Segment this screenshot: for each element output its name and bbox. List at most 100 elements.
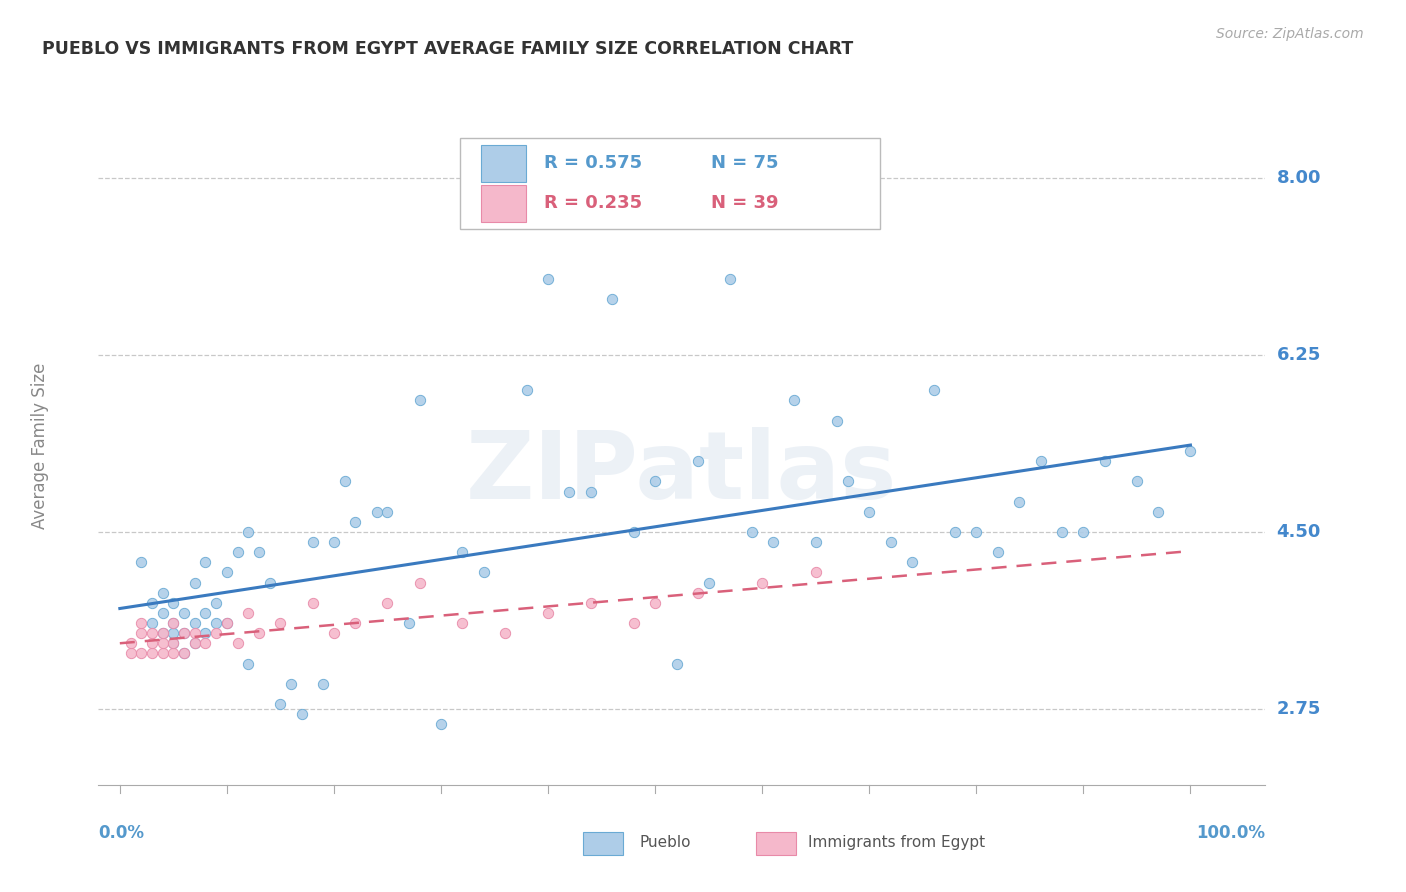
Point xyxy=(238,524,260,539)
Point xyxy=(205,596,228,610)
Point xyxy=(644,475,666,489)
Point xyxy=(804,535,827,549)
Text: N = 75: N = 75 xyxy=(711,154,779,172)
Point xyxy=(238,606,260,620)
Point xyxy=(783,393,806,408)
Point xyxy=(184,636,207,650)
Text: Immigrants from Egypt: Immigrants from Egypt xyxy=(808,836,986,850)
Point xyxy=(215,616,238,631)
Point xyxy=(152,636,174,650)
Point xyxy=(579,484,602,499)
FancyBboxPatch shape xyxy=(460,137,880,229)
Point xyxy=(697,575,720,590)
Point xyxy=(259,575,281,590)
Point xyxy=(141,647,163,661)
Point xyxy=(162,596,184,610)
Point xyxy=(141,616,163,631)
Point xyxy=(1008,494,1031,508)
Point xyxy=(686,585,709,599)
Point xyxy=(162,616,184,631)
Bar xyxy=(481,185,526,222)
Point xyxy=(537,272,560,286)
Point xyxy=(141,596,163,610)
Point xyxy=(943,524,966,539)
Point xyxy=(965,524,987,539)
Point xyxy=(141,626,163,640)
Text: R = 0.575: R = 0.575 xyxy=(544,154,643,172)
Point xyxy=(1147,505,1170,519)
Point xyxy=(162,626,184,640)
Point xyxy=(430,717,453,731)
Bar xyxy=(481,145,526,182)
Point xyxy=(141,636,163,650)
Text: Pueblo: Pueblo xyxy=(640,836,692,850)
Point xyxy=(184,616,207,631)
Text: ZIPatlas: ZIPatlas xyxy=(467,427,897,519)
Point xyxy=(205,626,228,640)
Point xyxy=(173,626,195,640)
Point xyxy=(377,596,399,610)
Text: 2.75: 2.75 xyxy=(1277,700,1320,718)
Point xyxy=(602,293,624,307)
Point xyxy=(173,647,195,661)
Point xyxy=(205,616,228,631)
Text: N = 39: N = 39 xyxy=(711,194,779,212)
Point xyxy=(129,647,152,661)
Point xyxy=(901,555,924,569)
Point xyxy=(173,626,195,640)
Point xyxy=(301,535,323,549)
Point xyxy=(1126,475,1149,489)
Point xyxy=(323,535,346,549)
Point xyxy=(451,545,474,559)
Point xyxy=(247,626,270,640)
Text: 6.25: 6.25 xyxy=(1277,346,1320,364)
Point xyxy=(120,636,142,650)
Text: Average Family Size: Average Family Size xyxy=(31,363,49,529)
Point xyxy=(152,585,174,599)
Point xyxy=(665,657,688,671)
Point xyxy=(623,616,645,631)
Text: 4.50: 4.50 xyxy=(1277,523,1320,541)
Point xyxy=(623,524,645,539)
Point xyxy=(152,626,174,640)
Point xyxy=(173,606,195,620)
Point xyxy=(152,626,174,640)
Point xyxy=(408,575,430,590)
Point xyxy=(377,505,399,519)
Point xyxy=(344,616,367,631)
Point xyxy=(152,647,174,661)
Point xyxy=(879,535,901,549)
Point xyxy=(825,414,848,428)
Point xyxy=(837,475,859,489)
Point xyxy=(269,697,291,711)
Point xyxy=(494,626,516,640)
Point xyxy=(922,384,945,398)
Point xyxy=(858,505,880,519)
Point xyxy=(1094,454,1116,468)
Text: Source: ZipAtlas.com: Source: ZipAtlas.com xyxy=(1216,27,1364,41)
Point xyxy=(762,535,785,549)
Point xyxy=(579,596,602,610)
Point xyxy=(751,575,773,590)
Point xyxy=(312,677,335,691)
Point xyxy=(323,626,346,640)
Point xyxy=(366,505,388,519)
Point xyxy=(451,616,474,631)
Point xyxy=(129,626,152,640)
Point xyxy=(162,636,184,650)
Point xyxy=(516,384,538,398)
Text: PUEBLO VS IMMIGRANTS FROM EGYPT AVERAGE FAMILY SIZE CORRELATION CHART: PUEBLO VS IMMIGRANTS FROM EGYPT AVERAGE … xyxy=(42,40,853,58)
Point xyxy=(291,707,314,722)
Point xyxy=(408,393,430,408)
Point xyxy=(194,626,217,640)
Point xyxy=(1050,524,1073,539)
Point xyxy=(162,647,184,661)
Point xyxy=(129,555,152,569)
Point xyxy=(120,647,142,661)
Point xyxy=(162,636,184,650)
Point xyxy=(226,636,249,650)
Point xyxy=(1073,524,1095,539)
Point xyxy=(247,545,270,559)
Point xyxy=(1180,444,1202,458)
Point xyxy=(184,636,207,650)
